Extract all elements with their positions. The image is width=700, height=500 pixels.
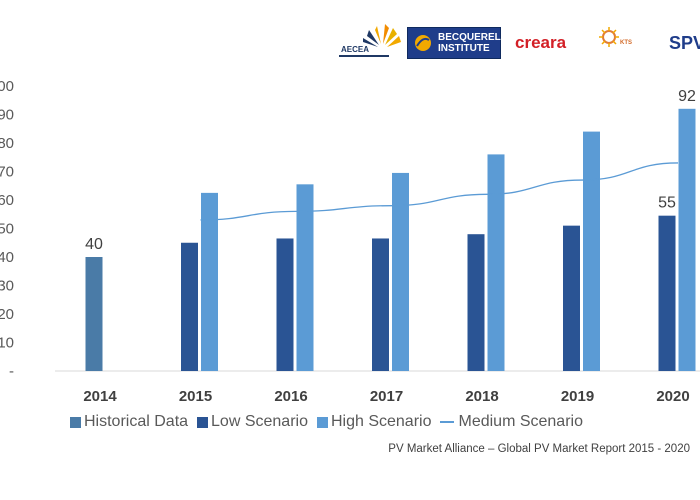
legend-item-low: Low Scenario [197,413,308,431]
bar-low-2020 [658,215,676,371]
bar-high-2017 [392,172,409,371]
logo-strip: AECEA BECQUEREL INSTITUTE creara KTS SPV [0,0,700,70]
becquerel-logo: BECQUEREL INSTITUTE [407,27,501,59]
legend-label-medium: Medium Scenario [458,413,583,430]
bar-low-2018 [467,234,485,371]
y-tick-label: 90 [0,107,14,124]
x-tick-label: 2017 [370,388,403,405]
y-tick-label: 100 [0,78,14,95]
legend-item-historical: Historical Data [70,413,188,431]
creara-logo-text: creara [515,33,567,52]
y-tick-label: 10 [0,335,14,352]
x-tick-label: 2015 [179,388,212,405]
bar-historical-2014 [85,257,103,371]
x-tick-label: 2014 [83,388,117,405]
x-tick-label: 2019 [561,388,594,405]
x-tick-label: 2018 [465,388,498,405]
legend-label-low: Low Scenario [211,413,308,430]
legend-swatch-medium [440,421,455,423]
x-tick-label: 2020 [656,388,689,405]
becquerel-logo-line1: BECQUEREL [438,32,501,43]
becquerel-logo-line2: INSTITUTE [438,43,490,54]
legend: Historical Data Low Scenario High Scenar… [70,411,592,433]
y-tick-label: 50 [0,221,14,238]
data-label: 92 [678,88,696,105]
bar-low-2017 [372,238,389,371]
bar-high-2020 [678,108,696,372]
y-tick-label: 40 [0,249,14,266]
legend-label-historical: Historical Data [84,413,189,430]
aecea-logo-text: AECEA [341,45,369,54]
bar-high-2015 [201,192,218,371]
bar-low-2019 [563,225,580,371]
y-tick-label: 20 [0,306,14,323]
y-axis: - 10 20 30 40 50 60 70 80 90 100 [0,78,14,380]
becquerel-emblem-icon [415,35,431,51]
x-tick-label: 2016 [274,388,307,405]
bar-chart: -102030405060708090100 20142015201620172… [0,78,700,405]
sun-rays-icon [363,24,401,47]
source-caption: PV Market Alliance – Global PV Market Re… [388,443,690,455]
y-tick-label: 80 [0,135,14,152]
bar-high-2019 [583,131,600,371]
legend-label-high: High Scenario [330,413,432,430]
bar-low-2015 [181,242,198,371]
aecea-logo: AECEA [339,24,401,57]
kts-logo-icon [599,27,619,47]
bar-high-2018 [487,154,505,371]
y-tick-label: 70 [0,164,14,181]
spv-logo: SPV [669,33,700,53]
bar-low-2016 [276,238,294,371]
kts-logo-text: KTS [620,40,632,46]
legend-item-high: High Scenario [316,413,432,431]
data-label: 55 [658,195,676,212]
legend-swatch-historical [70,416,81,428]
y-tick-label: - [9,363,14,380]
legend-swatch-high [316,416,328,428]
bar-high-2016 [296,184,314,371]
medium-scenario-line [200,162,679,221]
bars [85,108,696,372]
data-labels: 40 55 92 [85,88,696,253]
x-axis: 2014 2015 2016 2017 2018 2019 2020 [83,388,689,405]
y-tick-label: 30 [0,278,14,295]
y-tick-label: 60 [0,192,14,209]
legend-item-medium: Medium Scenario [440,413,583,431]
legend-swatch-low [197,416,209,428]
data-label: 40 [85,236,103,253]
creara-logo: creara [515,33,566,53]
